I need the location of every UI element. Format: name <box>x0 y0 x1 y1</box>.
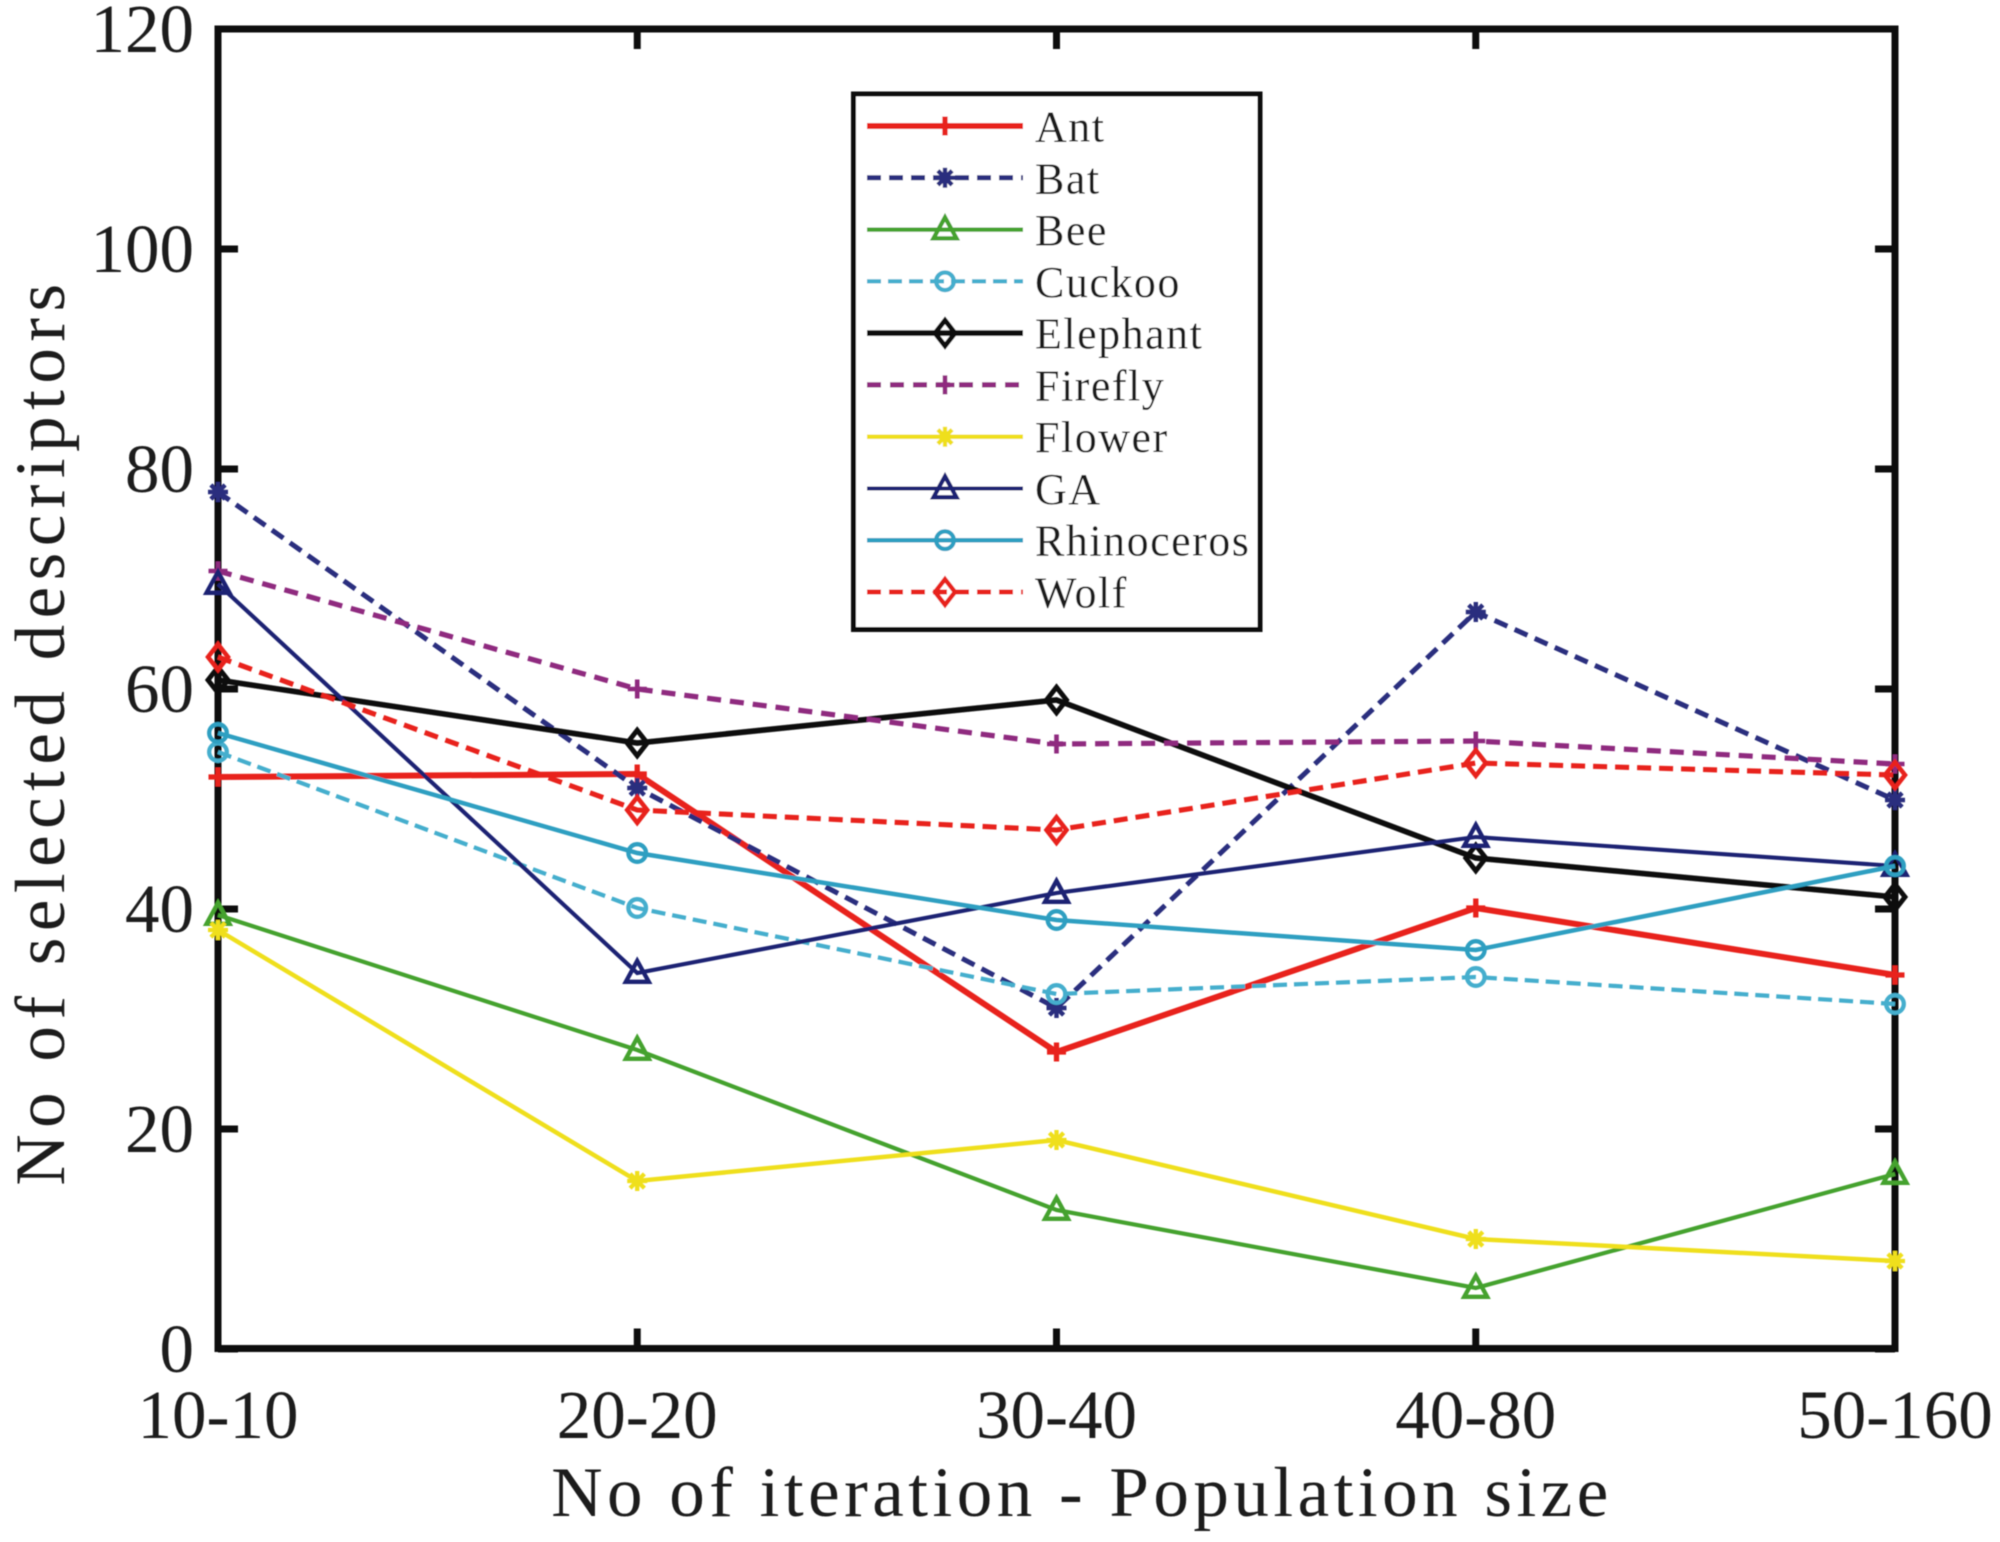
svg-text:Wolf: Wolf <box>1035 569 1128 618</box>
svg-text:Elephant: Elephant <box>1035 310 1203 359</box>
svg-text:10-10: 10-10 <box>138 1377 299 1453</box>
svg-text:30-40: 30-40 <box>976 1377 1137 1453</box>
svg-text:Rhinoceros: Rhinoceros <box>1035 517 1250 566</box>
svg-text:Firefly: Firefly <box>1035 361 1165 410</box>
svg-text:40: 40 <box>125 871 194 947</box>
svg-text:Flower: Flower <box>1035 413 1169 462</box>
svg-text:GA: GA <box>1035 465 1102 514</box>
svg-text:Ant: Ant <box>1035 103 1106 152</box>
svg-text:40-80: 40-80 <box>1395 1377 1556 1453</box>
svg-text:50-160: 50-160 <box>1797 1377 1992 1453</box>
svg-text:60: 60 <box>125 651 194 727</box>
svg-text:20-20: 20-20 <box>557 1377 718 1453</box>
svg-text:100: 100 <box>91 211 195 287</box>
svg-text:No of iteration - Population s: No of iteration - Population size <box>551 1454 1612 1532</box>
svg-text:Bat: Bat <box>1035 154 1101 203</box>
svg-text:No of selected descriptors: No of selected descriptors <box>2 277 80 1185</box>
svg-text:80: 80 <box>125 431 194 507</box>
svg-text:Bee: Bee <box>1035 206 1108 255</box>
svg-text:20: 20 <box>125 1091 194 1167</box>
svg-text:Cuckoo: Cuckoo <box>1035 258 1181 307</box>
svg-text:0: 0 <box>160 1311 195 1387</box>
svg-text:120: 120 <box>91 0 195 67</box>
